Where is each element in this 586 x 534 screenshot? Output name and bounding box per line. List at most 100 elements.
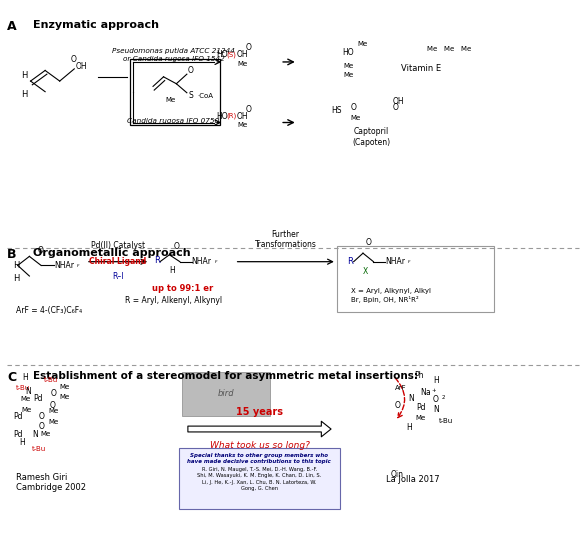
Text: Vitamin E: Vitamin E [401, 64, 441, 73]
Text: Organometallic approach: Organometallic approach [33, 248, 191, 258]
Text: Pd: Pd [417, 403, 426, 412]
Text: 2: 2 [442, 395, 445, 399]
Text: R–I: R–I [113, 272, 124, 281]
Text: Cambridge 2002: Cambridge 2002 [16, 483, 86, 492]
Text: H: H [169, 266, 175, 275]
Text: 15 years: 15 years [236, 407, 283, 417]
Text: B: B [7, 248, 17, 262]
Text: ·CoA: ·CoA [197, 93, 213, 99]
Text: O: O [38, 246, 44, 255]
Text: Pd: Pd [13, 412, 22, 421]
Text: H: H [22, 373, 28, 382]
Text: Pseudomonas putida ATCC 21244
or Candida rugosa IFO 1542: Pseudomonas putida ATCC 21244 or Candida… [112, 48, 235, 62]
Text: N: N [25, 387, 30, 396]
Text: X: X [363, 268, 368, 276]
Text: Me: Me [60, 383, 70, 389]
Text: A: A [7, 20, 17, 33]
Text: N: N [408, 394, 414, 403]
Text: ArF: ArF [395, 385, 407, 391]
Text: t-Bu: t-Bu [16, 385, 30, 391]
Text: O: O [245, 105, 251, 114]
Text: Me: Me [358, 41, 368, 47]
Text: Special thanks to other group members who
have made decisive contributions to th: Special thanks to other group members wh… [188, 453, 331, 464]
Text: HS: HS [331, 106, 342, 115]
Text: Further
Transformations: Further Transformations [254, 230, 316, 249]
Text: O: O [50, 400, 56, 410]
Text: O: O [173, 241, 179, 250]
Text: Establishment of a stereomodel for asymmetric metal insertions:: Establishment of a stereomodel for asymm… [33, 371, 418, 381]
Text: R: R [154, 256, 160, 264]
Text: (S): (S) [226, 51, 236, 58]
Text: Me: Me [40, 431, 51, 437]
Text: O: O [38, 422, 44, 431]
Text: O: O [70, 56, 76, 64]
Text: Pd(II) Catalyst: Pd(II) Catalyst [91, 241, 145, 250]
Text: up to 99:1 er: up to 99:1 er [152, 284, 213, 293]
Text: La Jolla 2017: La Jolla 2017 [386, 475, 440, 484]
Text: H: H [19, 438, 25, 447]
Text: O: O [188, 66, 194, 75]
Text: O: O [350, 103, 356, 112]
Text: ArF = 4-(CF₃)C₆F₄: ArF = 4-(CF₃)C₆F₄ [16, 307, 82, 315]
Text: R = Aryl, Alkenyl, Alkynyl: R = Aryl, Alkenyl, Alkynyl [125, 296, 222, 305]
Text: What took us so long?: What took us so long? [210, 441, 309, 450]
Bar [182, 372, 270, 416]
Text: H: H [13, 274, 19, 283]
FancyArrowPatch shape [395, 378, 404, 418]
Text: Me: Me [22, 407, 32, 413]
Text: Ph: Ph [414, 371, 424, 380]
Text: t-Bu: t-Bu [44, 376, 58, 383]
Text: H: H [22, 90, 28, 99]
Text: t-Bu: t-Bu [32, 446, 46, 452]
Text: Ramesh Giri: Ramesh Giri [16, 473, 67, 482]
FancyBboxPatch shape [179, 447, 340, 509]
Text: X = Aryl, Alkynyl, Alkyl
Br, Bpin, OH, NR¹R²: X = Aryl, Alkynyl, Alkyl Br, Bpin, OH, N… [352, 288, 431, 303]
Text: Chiral Ligand: Chiral Ligand [90, 257, 146, 266]
Text: H: H [407, 423, 413, 432]
Text: Me: Me [48, 419, 58, 425]
Text: HO: HO [216, 112, 228, 121]
Text: R. Giri, N. Maugel, T.-S. Mei, D.-H. Wang, B.-F.
Shi, M. Wasayuki, K. M. Engle, : R. Giri, N. Maugel, T.-S. Mei, D.-H. Wan… [197, 467, 321, 491]
Text: H: H [22, 71, 28, 80]
Text: S: S [188, 91, 193, 100]
Text: Me: Me [166, 97, 176, 103]
Text: Pd: Pd [33, 394, 43, 403]
Text: HO: HO [343, 49, 354, 58]
Text: Me: Me [350, 115, 360, 121]
Text: Me: Me [343, 63, 353, 69]
Text: H: H [13, 261, 19, 270]
Text: Candida rugosa IFO 0750: Candida rugosa IFO 0750 [127, 118, 220, 124]
Text: H: H [433, 376, 439, 385]
Text: N: N [32, 430, 38, 439]
Text: O: O [392, 103, 398, 112]
Text: Me: Me [21, 396, 31, 402]
Text: bird: bird [217, 389, 234, 398]
Text: NHAr: NHAr [192, 257, 212, 266]
Text: OH: OH [236, 50, 248, 59]
Text: R: R [347, 257, 353, 266]
Text: $_F$: $_F$ [76, 263, 81, 270]
Text: t-Bu: t-Bu [439, 418, 453, 424]
Text: O: O [366, 238, 372, 247]
Text: OH: OH [236, 112, 248, 121]
Text: N: N [433, 405, 439, 414]
Text: O: O [245, 43, 251, 52]
Text: C: C [7, 371, 16, 383]
Text: Enzymatic approach: Enzymatic approach [33, 20, 159, 30]
Text: Pd: Pd [13, 430, 22, 439]
Text: Qin: Qin [391, 470, 404, 479]
Text: HO: HO [216, 50, 228, 59]
Text: O: O [51, 389, 57, 398]
Text: Me: Me [415, 415, 425, 421]
Text: OH: OH [76, 62, 88, 71]
Text: Me: Me [237, 122, 248, 128]
FancyBboxPatch shape [130, 59, 220, 124]
Text: Me: Me [60, 394, 70, 400]
Text: NHAr: NHAr [54, 261, 74, 270]
FancyBboxPatch shape [338, 246, 493, 312]
Text: $_F$: $_F$ [407, 259, 412, 266]
Text: Captopril
(Capoten): Captopril (Capoten) [353, 127, 391, 147]
Text: NHAr: NHAr [385, 257, 405, 266]
Text: O: O [433, 395, 439, 404]
Text: Me   Me   Me: Me Me Me [427, 46, 471, 52]
